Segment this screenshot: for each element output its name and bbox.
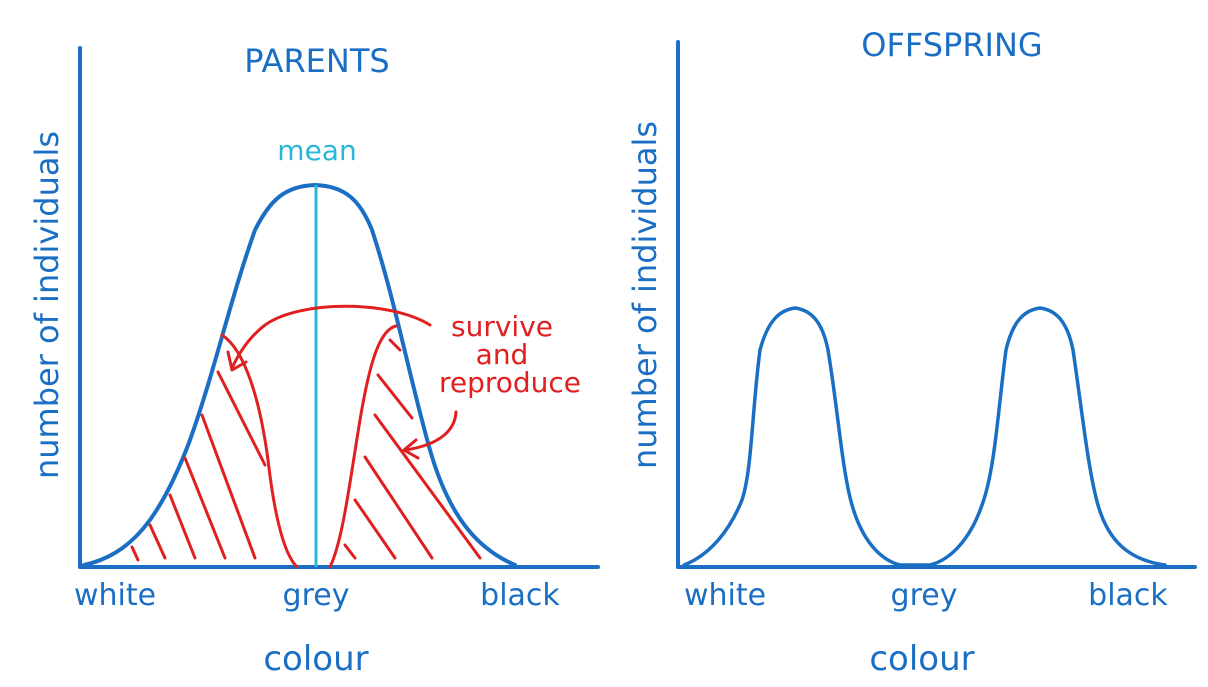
offspring-x-tick-white: white <box>684 578 766 613</box>
right-arrowhead-icon <box>402 438 420 460</box>
mean-label: mean <box>277 134 356 167</box>
left-survival-boundary <box>220 333 299 569</box>
offspring-panel: OFFSPRING number of individuals white gr… <box>626 26 1197 679</box>
offspring-x-tick-grey: grey <box>891 578 958 613</box>
parents-x-tick-white: white <box>74 578 156 613</box>
parents-x-tick-grey: grey <box>283 578 350 613</box>
parents-x-tick-black: black <box>480 578 560 613</box>
annotation-line-3: reproduce <box>439 366 581 399</box>
right-survival-boundary <box>328 324 398 569</box>
parents-panel: PARENTS mean survive and reproduce numbe… <box>28 42 600 679</box>
parents-title: PARENTS <box>244 42 389 80</box>
annotation-line-1: survive <box>451 310 553 343</box>
annotation-arc <box>230 304 432 370</box>
offspring-distribution-curve <box>682 306 1167 567</box>
left-arrowhead-icon <box>226 350 248 372</box>
right-annotation-arrow <box>403 410 458 452</box>
parents-y-label: number of individuals <box>28 131 66 479</box>
annotation-line-2: and <box>476 338 529 371</box>
offspring-x-tick-black: black <box>1088 578 1168 613</box>
left-hatching <box>130 370 267 562</box>
right-hatching <box>343 338 482 560</box>
parents-x-label: colour <box>263 639 368 679</box>
offspring-title: OFFSPRING <box>861 26 1042 64</box>
offspring-y-label: number of individuals <box>626 121 664 469</box>
offspring-x-label: colour <box>869 639 974 679</box>
